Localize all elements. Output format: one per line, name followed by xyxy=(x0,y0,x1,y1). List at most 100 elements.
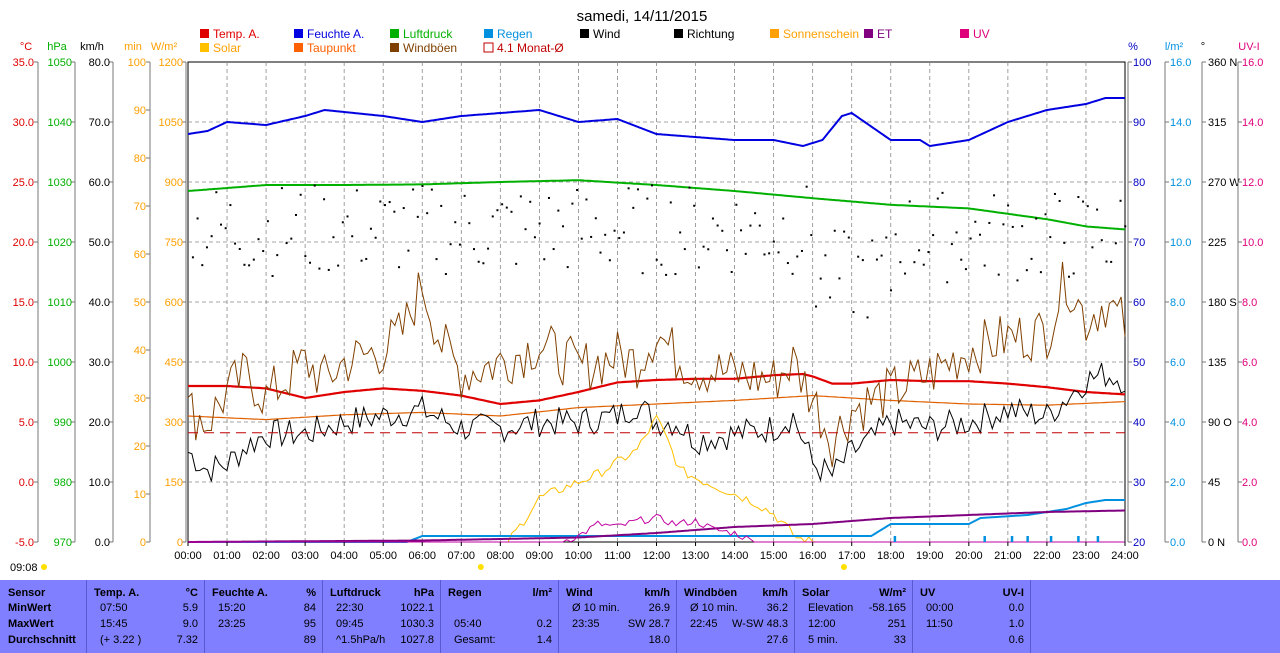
direction-point xyxy=(440,204,443,207)
direction-point xyxy=(791,272,794,275)
series-wind xyxy=(187,363,1126,483)
direction-point xyxy=(552,248,555,251)
stats-col-pressure: Luftdruck hPa 22:30 1022.1 09:45 1030.3 ^1.5hP… xyxy=(322,580,441,653)
axis-label-rain: 14.0 xyxy=(1170,117,1191,129)
direction-point xyxy=(983,264,986,267)
direction-point xyxy=(936,197,939,200)
x-tick-label: 11:00 xyxy=(604,550,631,562)
axis-label-solar: 450 xyxy=(165,357,183,369)
direction-point xyxy=(1030,257,1033,260)
axis-unit-pressure: hPa xyxy=(47,41,67,53)
direction-point xyxy=(210,235,213,238)
axis-label-direction: 0 N xyxy=(1208,537,1225,549)
direction-point xyxy=(313,184,316,187)
direction-point xyxy=(646,197,649,200)
direction-point xyxy=(1007,204,1010,207)
direction-point xyxy=(571,202,574,205)
direction-point xyxy=(1072,272,1075,275)
direction-point xyxy=(477,260,480,263)
stats-header-row: UV UV-I xyxy=(912,587,1030,602)
stats-header: Wind xyxy=(566,587,593,599)
axis-label-pressure: 970 xyxy=(54,537,72,549)
direction-point xyxy=(435,258,438,261)
direction-point xyxy=(688,186,691,189)
series-luftdruck xyxy=(187,179,1126,231)
stats-row: 5 min. 33 xyxy=(794,634,912,649)
direction-point xyxy=(346,215,349,218)
x-tick-label: 09:00 xyxy=(526,550,554,562)
x-tick-label: 01:00 xyxy=(213,550,241,562)
direction-point xyxy=(543,258,546,261)
direction-point xyxy=(899,261,902,264)
direction-point xyxy=(927,251,930,254)
direction-point xyxy=(529,200,532,203)
stats-header: Feuchte A. xyxy=(212,587,268,599)
direction-point xyxy=(744,252,747,255)
stats-unit: °C xyxy=(185,587,198,599)
stats-unit: l/m² xyxy=(532,587,552,599)
direction-point xyxy=(566,266,569,269)
axis-label-temp: 5.0 xyxy=(19,417,34,429)
direction-point xyxy=(604,233,607,236)
x-tick-label: 08:00 xyxy=(487,550,515,562)
direction-point xyxy=(1025,269,1028,272)
direction-point xyxy=(594,217,597,220)
direction-point xyxy=(946,281,949,284)
direction-point xyxy=(660,263,663,266)
axis-label-direction: 45 xyxy=(1208,477,1220,489)
direction-point xyxy=(885,236,888,239)
axis-label-humidity: 90 xyxy=(1133,117,1145,129)
direction-point xyxy=(608,259,611,262)
x-tick-label: 20:00 xyxy=(955,550,983,562)
axis-label-uv: 16.0 xyxy=(1242,57,1263,69)
stats-col-sensor: Sensor MinWert MaxWert Durchschnitt xyxy=(0,580,87,653)
axis-label-temp: 20.0 xyxy=(13,237,34,249)
legend-label: 4.1 Monat-Ø xyxy=(497,41,564,55)
legend-label: Temp. A. xyxy=(213,27,260,41)
direction-point xyxy=(327,268,330,271)
direction-point xyxy=(374,236,377,239)
direction-point xyxy=(369,227,372,230)
direction-point xyxy=(754,212,757,215)
direction-point xyxy=(337,264,340,267)
direction-point xyxy=(782,217,785,220)
legend-swatch xyxy=(294,43,303,52)
axis-label-temp: 10.0 xyxy=(13,357,34,369)
stats-value: 84 xyxy=(303,602,316,614)
direction-point xyxy=(191,256,194,259)
direction-point xyxy=(889,289,892,292)
direction-point xyxy=(487,247,490,250)
direction-point xyxy=(1086,205,1089,208)
stats-value: 251 xyxy=(887,618,906,630)
axis-label-direction: 315 xyxy=(1208,117,1226,129)
stats-row: 15:20 84 xyxy=(204,602,322,617)
direction-point xyxy=(444,273,447,276)
stats-value: 33 xyxy=(893,634,906,646)
stats-time: Gesamt: xyxy=(454,634,496,646)
axis-label-humidity: 30 xyxy=(1133,477,1145,489)
direction-point xyxy=(468,222,471,225)
legend-label: Windböen xyxy=(403,41,457,55)
direction-point xyxy=(674,273,677,276)
axis-label-solar: 900 xyxy=(165,177,183,189)
stats-unit: km/h xyxy=(762,587,788,599)
stats-time: 00:00 xyxy=(926,602,954,614)
stats-value: 1027.8 xyxy=(400,634,434,646)
legend-swatch xyxy=(200,43,209,52)
legend-swatch xyxy=(674,29,683,38)
axis-label-minutes: 50 xyxy=(134,297,146,309)
stats-row: 22:30 1022.1 xyxy=(322,602,440,617)
direction-point xyxy=(449,243,452,246)
grid xyxy=(187,61,1126,543)
legend-swatch xyxy=(960,29,969,38)
direction-point xyxy=(290,237,293,240)
axis-label-direction: 225 xyxy=(1208,237,1226,249)
axis-label-pressure: 980 xyxy=(54,477,72,489)
direction-point xyxy=(257,238,260,241)
axis-label-humidity: 60 xyxy=(1133,297,1145,309)
direction-point xyxy=(458,243,461,246)
axis-label-wind: 50.0 xyxy=(89,237,110,249)
axis-label-direction: 180 S xyxy=(1208,297,1237,309)
direction-point xyxy=(740,229,743,232)
direction-point xyxy=(735,203,738,206)
